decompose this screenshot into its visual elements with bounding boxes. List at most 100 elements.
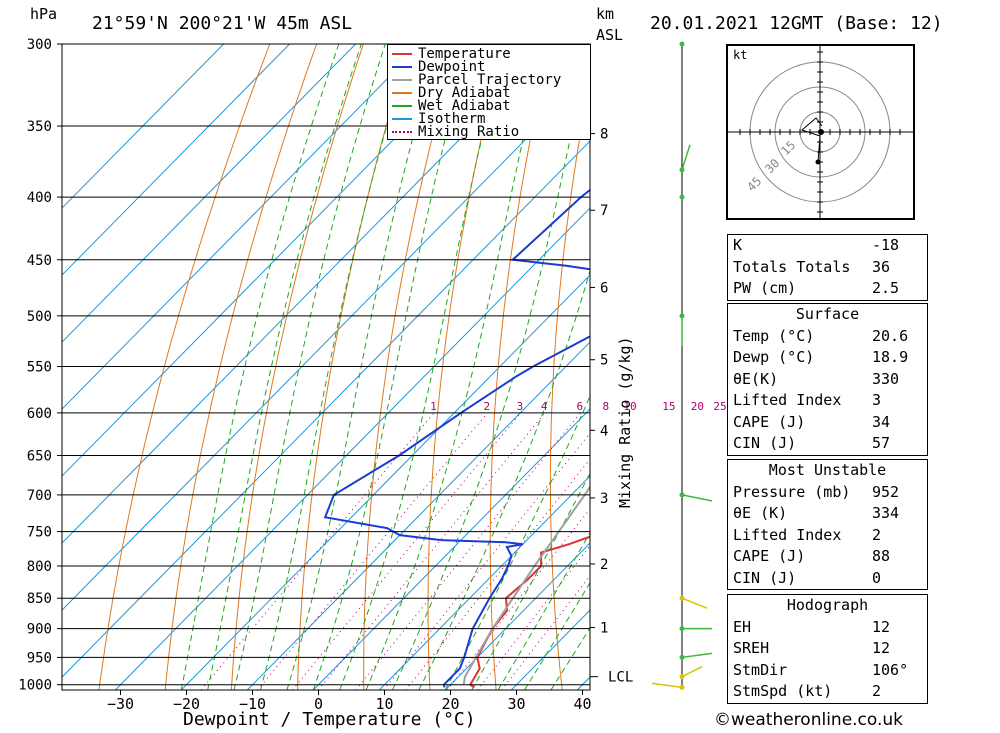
hodograph-end-dot (815, 159, 821, 165)
legend-item: Temperature (392, 47, 511, 61)
surface-table: Surface Temp (°C) 20.6 Dewp (°C) 18.9 θE(K… (727, 303, 928, 456)
y-tick-label: 400 (27, 190, 52, 206)
mixing-ratio-line (355, 412, 581, 690)
y-tick-label: 800 (27, 559, 52, 575)
copyright-link[interactable]: ©weatheronline.co.uk (714, 710, 904, 730)
dry-adiabat-line (230, 44, 364, 690)
y-tick-label: 900 (27, 622, 52, 638)
wind-barb (681, 597, 708, 609)
mixing-ratio-line (317, 412, 546, 690)
legend-label: Isotherm (418, 111, 486, 127)
table-row: Lifted Index 3 (728, 390, 927, 412)
height-unit-km: km (596, 5, 615, 23)
wet-adiabat-line (180, 44, 340, 690)
wet-adiabat-line (392, 47, 590, 690)
table-row: Lifted Index 2 (728, 525, 927, 547)
row-value: 106° (872, 660, 909, 679)
y-tick-label: 650 (27, 448, 52, 464)
row-key: θE(K) (733, 369, 779, 388)
height-tick-label: 2 (600, 557, 608, 573)
legend-item: Isotherm (392, 111, 486, 127)
y-tick-label: 700 (27, 488, 52, 504)
table-row: CIN (J) 57 (728, 433, 927, 455)
legend-item: Dewpoint (392, 60, 485, 74)
table-row: CAPE (J) 88 (728, 546, 927, 568)
row-key: StmSpd (kt) (733, 682, 833, 700)
mixing-ratio-line (405, 458, 590, 690)
wind-level-dot (679, 194, 685, 200)
row-key: CAPE (J) (733, 412, 806, 431)
legend-item: Wet Adiabat (392, 99, 511, 113)
hodograph-ring-label: 45 (744, 174, 764, 194)
mixing-ratio-line (383, 432, 590, 690)
row-key: Lifted Index (733, 525, 842, 544)
row-key: EH (733, 617, 752, 636)
row-value: 2.5 (872, 279, 900, 297)
wet-adiabat-line (286, 44, 440, 690)
wet-adiabat-line (444, 394, 590, 690)
row-value: -18 (872, 236, 900, 254)
section-title: Surface (795, 305, 860, 323)
y-tick-label: 550 (27, 360, 52, 376)
table-row: Dewp (°C) 18.9 (728, 347, 927, 369)
wind-barb (681, 494, 713, 502)
row-value: 34 (872, 412, 891, 431)
legend-swatch-mixing-ratio (392, 131, 412, 133)
height-unit-asl: ASL (596, 26, 624, 44)
row-key: Temp (°C) (733, 326, 815, 345)
dry-adiabat-line (297, 44, 411, 690)
height-tick-label: 4 (600, 423, 608, 439)
isotherm-line (62, 44, 224, 209)
height-tick-label: 6 (600, 280, 608, 296)
dry-adiabat-line (489, 44, 551, 690)
height-tick-label: 8 (600, 127, 608, 143)
legend-label: Parcel Trajectory (418, 72, 562, 88)
hodograph-trace (801, 117, 823, 163)
dry-adiabat-line (972, 44, 1000, 690)
row-value: 12 (872, 617, 891, 636)
row-value: 36 (872, 257, 891, 276)
row-value: 2 (872, 682, 882, 700)
most-unstable-table: Most Unstable Pressure (mb) 952 θE (K) 334… (727, 459, 928, 590)
lcl-label: LCL (608, 670, 633, 686)
row-key: Lifted Index (733, 391, 842, 409)
mixing-ratio-label: 6 (576, 400, 583, 413)
mixing-ratio-label: 8 (603, 400, 610, 413)
x-tick-label: 30 (507, 695, 525, 713)
row-value: 88 (872, 547, 891, 565)
row-key: Pressure (mb) (733, 482, 851, 501)
wet-adiabat-line (418, 269, 590, 690)
legend-swatch-temperature (392, 53, 412, 55)
row-key: StmDir (733, 660, 788, 679)
dry-adiabat-line (665, 44, 695, 690)
legend-item: Mixing Ratio (392, 125, 519, 139)
row-key: CAPE (J) (733, 547, 806, 565)
wind-barb (651, 682, 683, 689)
table-row: StmDir 106° (728, 660, 927, 682)
y-tick-label: 450 (27, 253, 52, 269)
legend-swatch-parcel (392, 79, 412, 81)
row-value: 57 (872, 434, 891, 452)
row-key: Totals Totals (733, 257, 851, 276)
dewpoint-line (323, 188, 590, 688)
mixing-ratio-label: 3 (517, 400, 524, 413)
height-tick-label: 5 (600, 353, 608, 369)
y-tick-label: 850 (27, 591, 52, 607)
y-tick-label: 300 (27, 37, 52, 53)
mixing-ratio-axis-label: Mixing Ratio (g/kg) (616, 336, 634, 508)
hodograph-table: Hodograph EH 12 SREH 12 StmDir 106° StmSpd … (727, 594, 928, 704)
y-tick-label: 350 (27, 119, 52, 135)
wind-barb (681, 665, 703, 678)
height-tick-label: 7 (600, 203, 608, 219)
table-row: PW (cm) 2.5 (728, 278, 927, 300)
y-tick-label: 600 (27, 406, 52, 422)
isotherm-line (62, 44, 356, 343)
row-value: 3 (872, 391, 882, 409)
row-key: CIN (J) (733, 568, 797, 587)
mixing-ratio-label: 15 (662, 400, 675, 413)
dry-adiabat-line (164, 44, 318, 690)
x-tick-label: 20 (441, 695, 459, 713)
legend-swatch-dry-adiabat (392, 92, 412, 94)
indices-table: K -18 Totals Totals 36 PW (cm) 2.5 (727, 234, 928, 301)
